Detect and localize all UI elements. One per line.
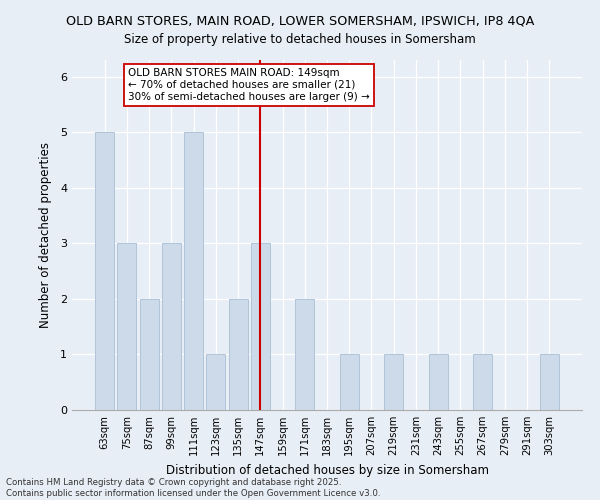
Bar xyxy=(384,354,403,410)
Bar xyxy=(162,244,181,410)
Bar xyxy=(95,132,114,410)
Text: Contains HM Land Registry data © Crown copyright and database right 2025.
Contai: Contains HM Land Registry data © Crown c… xyxy=(6,478,380,498)
Bar xyxy=(206,354,225,410)
Bar xyxy=(340,354,359,410)
Bar xyxy=(118,244,136,410)
Bar xyxy=(540,354,559,410)
Y-axis label: Number of detached properties: Number of detached properties xyxy=(38,142,52,328)
Bar xyxy=(251,244,270,410)
Bar xyxy=(229,299,248,410)
Text: Size of property relative to detached houses in Somersham: Size of property relative to detached ho… xyxy=(124,32,476,46)
Bar xyxy=(429,354,448,410)
Bar xyxy=(473,354,492,410)
Bar xyxy=(184,132,203,410)
X-axis label: Distribution of detached houses by size in Somersham: Distribution of detached houses by size … xyxy=(166,464,488,476)
Bar xyxy=(140,299,158,410)
Text: OLD BARN STORES, MAIN ROAD, LOWER SOMERSHAM, IPSWICH, IP8 4QA: OLD BARN STORES, MAIN ROAD, LOWER SOMERS… xyxy=(66,15,534,28)
Bar xyxy=(295,299,314,410)
Text: OLD BARN STORES MAIN ROAD: 149sqm
← 70% of detached houses are smaller (21)
30% : OLD BARN STORES MAIN ROAD: 149sqm ← 70% … xyxy=(128,68,370,102)
